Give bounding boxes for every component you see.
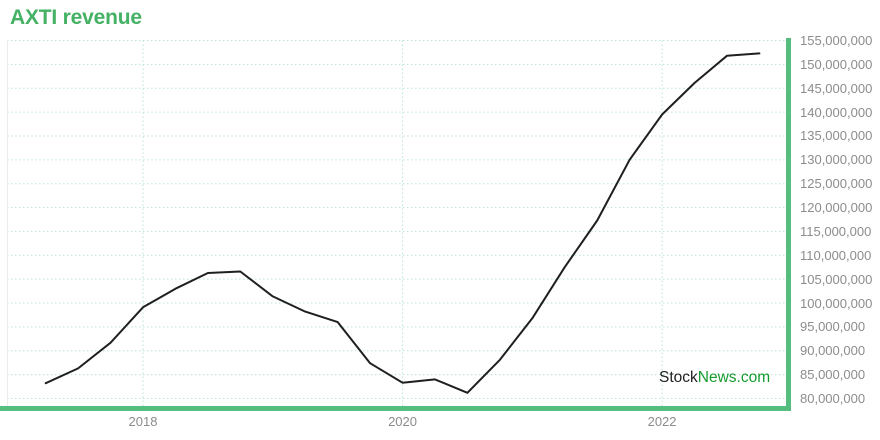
y-tick-label: 95,000,000 (800, 319, 866, 335)
y-tick-label: 130,000,000 (800, 152, 873, 168)
y-tick-label: 135,000,000 (800, 128, 873, 144)
x-tick-label: 2020 (388, 414, 417, 429)
y-tick-label: 120,000,000 (800, 200, 873, 216)
y-tick-label: 115,000,000 (800, 223, 872, 239)
y-tick-label: 150,000,000 (800, 56, 873, 72)
y-tick-label: 155,000,000 (800, 33, 873, 48)
x-tick-label: 2018 (128, 414, 158, 429)
chart-border-bottom (0, 406, 791, 411)
y-tick-label: 105,000,000 (800, 271, 873, 287)
plot-left-edge (7, 40, 8, 406)
y-tick-label: 85,000,000 (800, 367, 866, 383)
y-tick-label: 110,000,000 (800, 247, 872, 263)
x-tick-label: 2022 (647, 414, 677, 429)
revenue-line (44, 52, 761, 394)
y-tick-label: 145,000,000 (800, 80, 873, 96)
watermark-stock-text: Stock (659, 369, 698, 386)
y-tick-label: 90,000,000 (800, 343, 866, 359)
y-tick-label: 80,000,000 (800, 391, 866, 406)
y-tick-label: 140,000,000 (800, 104, 873, 120)
watermark-news-text: News.com (697, 369, 771, 386)
watermark-link[interactable]: StockNews.com (659, 369, 770, 387)
page-title: AXTI revenue (10, 6, 142, 29)
chart-border-right (786, 38, 791, 411)
y-tick-label: 100,000,000 (800, 295, 873, 311)
y-tick-label: 125,000,000 (800, 176, 873, 192)
